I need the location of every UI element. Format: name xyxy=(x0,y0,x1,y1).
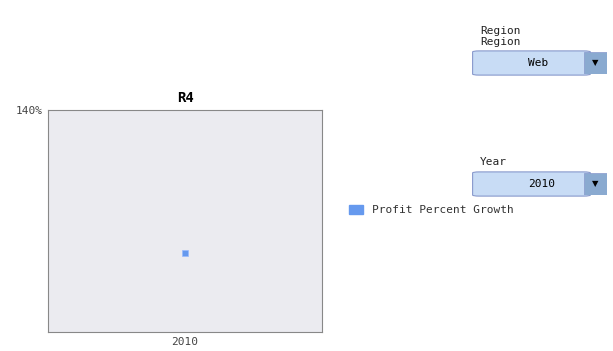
FancyBboxPatch shape xyxy=(473,172,590,196)
Text: Year: Year xyxy=(480,157,507,167)
FancyBboxPatch shape xyxy=(473,51,590,75)
Text: ▼: ▼ xyxy=(592,59,599,67)
Text: Web: Web xyxy=(528,58,548,68)
Legend: Profit Percent Growth: Profit Percent Growth xyxy=(349,205,514,215)
Text: Region: Region xyxy=(480,26,520,36)
Text: ▼: ▼ xyxy=(592,179,599,188)
Text: 2010: 2010 xyxy=(528,179,555,189)
Text: Region: Region xyxy=(480,37,520,47)
Bar xyxy=(584,52,607,74)
Bar xyxy=(584,173,607,195)
Title: R4: R4 xyxy=(177,91,193,105)
